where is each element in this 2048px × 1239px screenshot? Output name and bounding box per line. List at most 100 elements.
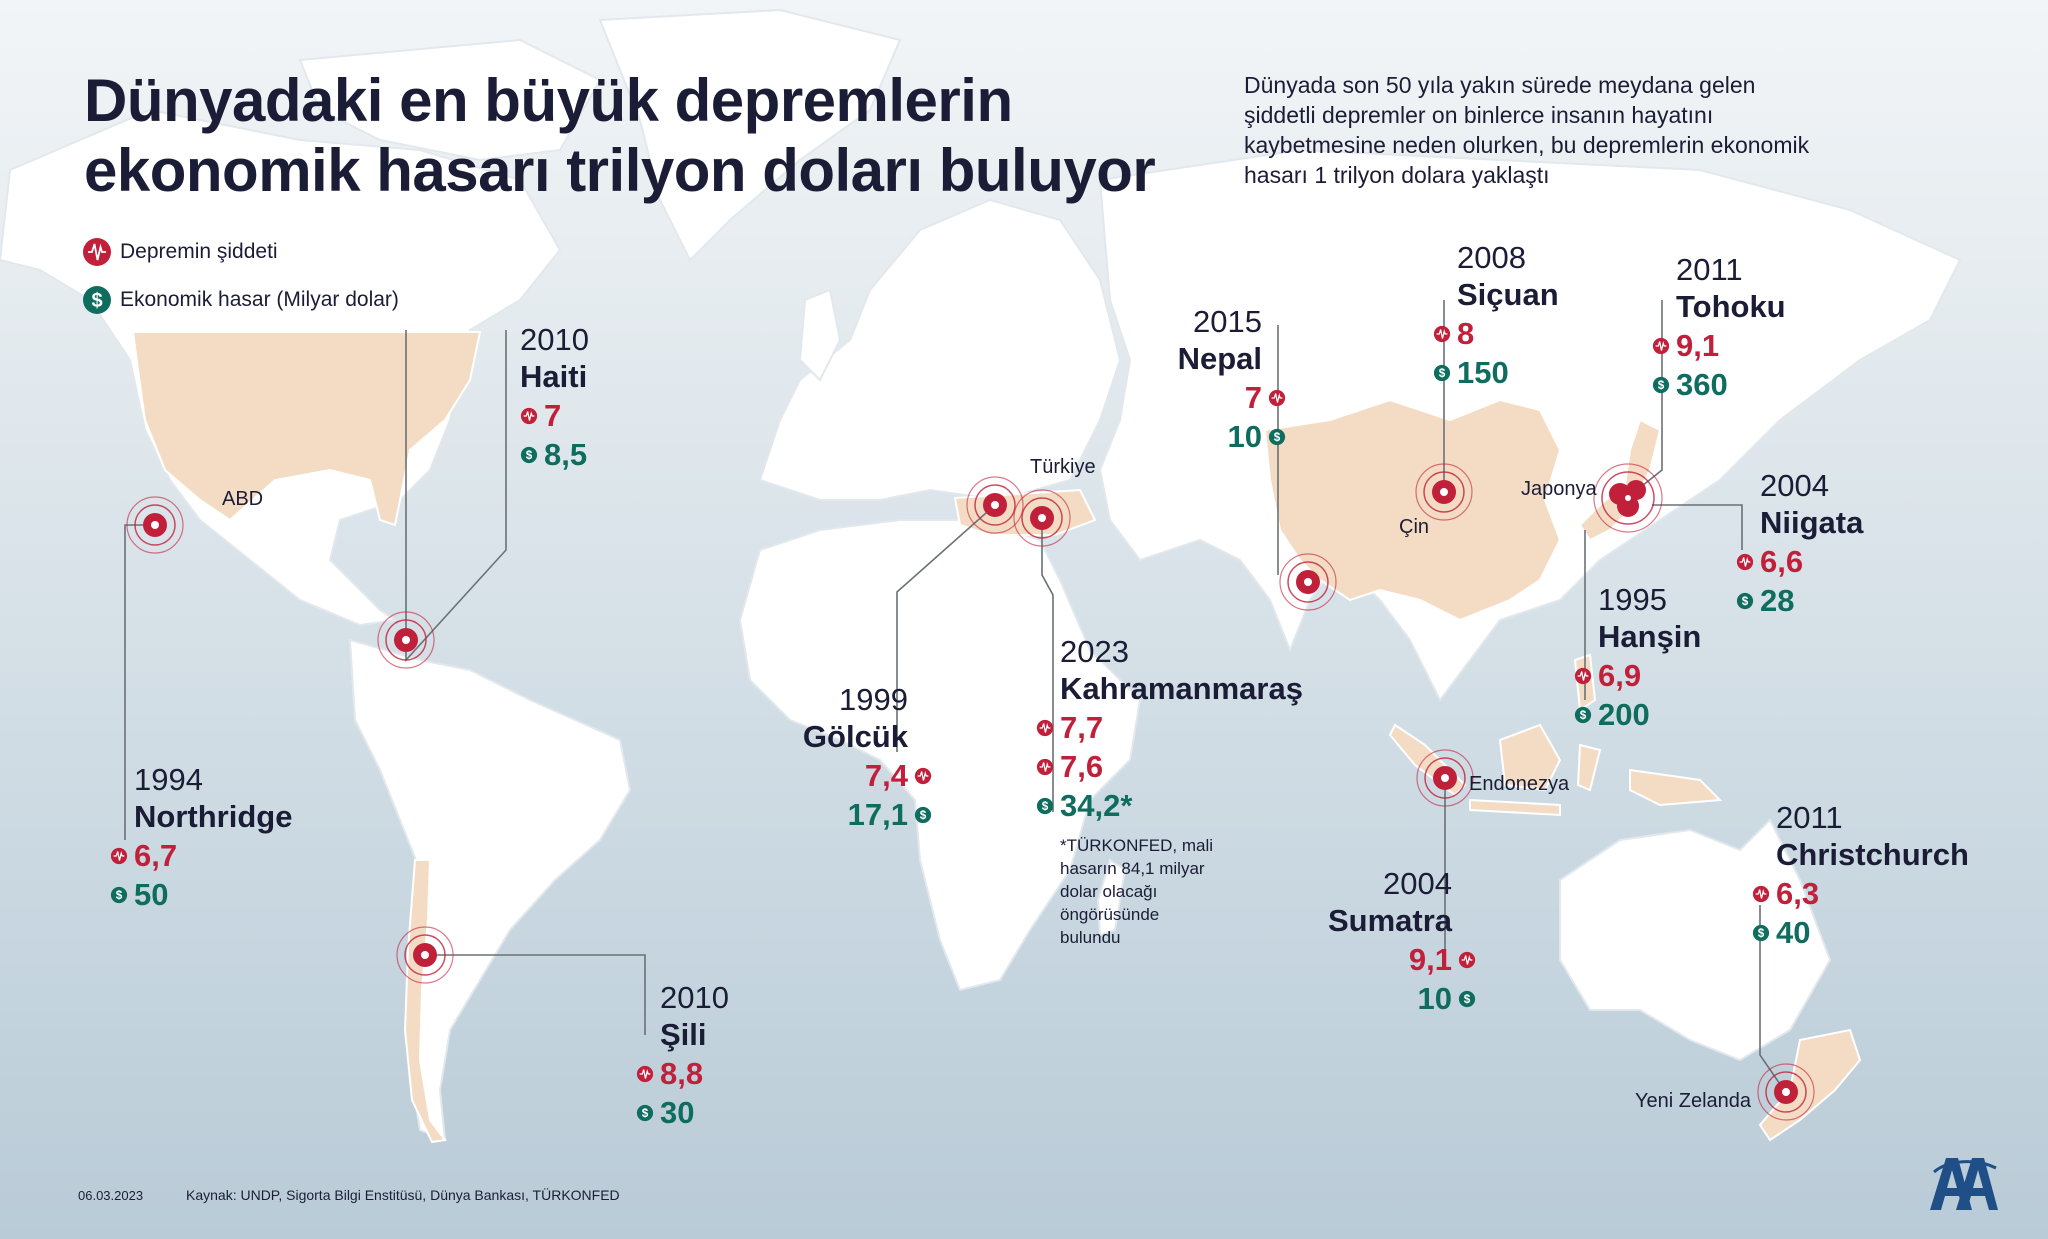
quake-year: 1999 (839, 682, 908, 717)
country-label-japan: Japonya (1521, 478, 1597, 500)
title-line-2: ekonomik hasarı trilyon doları buluyor (84, 137, 1156, 204)
quake-magnitude: 7 (1178, 382, 1286, 413)
quake-name: Siçuan (1457, 277, 1559, 312)
quake-damage-value: 10 (1417, 981, 1452, 1016)
quake-label-sumatra: 2004 Sumatra 9,1 10 (1327, 866, 1476, 1014)
footnote-line-3: dolar olacağı (1060, 882, 1158, 901)
quake-name: Hanşin (1598, 619, 1702, 654)
svg-text:$: $ (91, 290, 102, 312)
quake-magnitude-value: 8,8 (660, 1056, 704, 1091)
dollar-icon (1268, 428, 1286, 445)
quake-label-hansin: 1995 Hanşin 6,9 200 (1574, 582, 1702, 730)
dollar-icon (1433, 364, 1451, 381)
seismograph-icon (1458, 950, 1476, 969)
quake-label-nepal: 2015 Nepal 7 10 (1178, 304, 1286, 452)
quake-magnitude: 6,7 (110, 840, 292, 871)
uk-land (798, 288, 842, 382)
quake-name: Gölcük (802, 719, 908, 754)
quake-damage-value: 150 (1457, 355, 1509, 390)
dollar-icon (1752, 924, 1770, 941)
quake-magnitude-value: 6,6 (1760, 544, 1804, 579)
arctic-islands-land (298, 38, 602, 162)
quake-year: 1995 (1598, 582, 1667, 617)
seismograph-icon (1268, 388, 1286, 407)
quake-damage-value: 28 (1760, 583, 1795, 618)
quake-name: Niigata (1760, 505, 1864, 540)
legend-damage-label: Ekonomik hasar (Milyar dolar) (120, 288, 399, 311)
quake-year: 2015 (1193, 304, 1262, 339)
dollar-icon: $ (83, 286, 111, 314)
quake-damage-value: 50 (134, 877, 169, 912)
quake-magnitude-value: 6,7 (134, 838, 178, 873)
intro-line-4: hasarı 1 trilyon dolara yaklaştı (1244, 162, 1550, 188)
quake-magnitude-value: 7 (1244, 380, 1262, 415)
quake-damage: 10 (1328, 983, 1476, 1014)
quake-damage-value: 17,1 (847, 797, 908, 832)
aa-logo (1930, 1158, 1998, 1210)
footnote-line-2: hasarın 84,1 milyar (1060, 859, 1205, 878)
footnote-line-5: bulundu (1060, 928, 1121, 947)
quake-name: Tohoku (1676, 289, 1786, 324)
quake-label-tohoku: 2011 Tohoku 9,1 360 (1652, 252, 1786, 402)
usa-country (131, 331, 482, 527)
quake-damage: 10 (1178, 421, 1286, 452)
seismograph-icon (1652, 336, 1670, 355)
south-america-land (348, 638, 632, 1142)
quake-name: Christchurch (1776, 837, 1969, 872)
quake-damage: 50 (110, 879, 292, 910)
seismograph-icon (1433, 324, 1451, 343)
legend-damage: $ Ekonomik hasar (Milyar dolar) (82, 285, 399, 315)
madagascar-land (1096, 858, 1127, 937)
quake-label-kahramanmaras: 2023 Kahramanmaraş 7,7 7,6 34,2* (1036, 634, 1303, 821)
quake-magnitude-value: 7,4 (864, 758, 908, 793)
footnote-line-1: *TÜRKONFED, mali (1060, 836, 1214, 855)
borneo-island (1498, 723, 1562, 792)
seismograph-icon (520, 406, 538, 425)
leader-lines (124, 300, 1785, 1091)
greenland-land (598, 8, 902, 262)
dollar-icon (1652, 376, 1670, 393)
dollar-icon (520, 446, 538, 463)
quake-magnitude-value: 8 (1457, 316, 1475, 351)
quake-damage: 28 (1736, 585, 1863, 616)
epicenter-target-icon (966, 476, 1024, 534)
quake-magnitude: 8,8 (636, 1058, 729, 1089)
footnote: *TÜRKONFED, mali hasarın 84,1 milyar dol… (1060, 834, 1250, 949)
quake-label-christchurch: 2011 Christchurch 6,3 40 (1752, 802, 1969, 948)
quake-magnitude: 7,4 (803, 760, 932, 791)
quake-damage-value: 8,5 (544, 437, 588, 472)
quake-label-golcuk: 1999 Gölcük 7,4 17,1 (802, 682, 932, 832)
quake-year: 2010 (660, 980, 729, 1015)
japan-country (1578, 418, 1662, 542)
country-label-indonesia: Endonezya (1469, 773, 1570, 795)
quake-name: Sumatra (1327, 903, 1452, 938)
dollar-icon (1736, 592, 1754, 609)
quake-name: Şili (660, 1017, 707, 1052)
country-label-china: Çin (1399, 516, 1430, 538)
quake-name: Haiti (520, 359, 588, 394)
title-line-1: Dünyadaki en büyük depremlerin (84, 67, 1013, 134)
quake-year: 2023 (1060, 634, 1129, 669)
seismograph-icon (1574, 666, 1592, 685)
epicenter-target-icon (396, 926, 454, 984)
quake-year: 2008 (1457, 240, 1526, 275)
epicenter-target-icon (126, 496, 184, 554)
legend-magnitude-label: Depremin şiddeti (120, 240, 278, 263)
quake-damage: 34,2* (1036, 790, 1303, 821)
quake-magnitude: 6,9 (1574, 660, 1701, 691)
epicenter-target-icon (1416, 749, 1474, 807)
intro-text: Dünyada son 50 yıla yakın sürede meydana… (1244, 70, 1964, 190)
quake-year: 2004 (1383, 866, 1452, 901)
quake-damage: 30 (636, 1097, 729, 1128)
quake-damage-value: 30 (660, 1095, 695, 1130)
legend-magnitude: Depremin şiddeti (82, 237, 278, 267)
quake-magnitude-value: 9,1 (1408, 942, 1452, 977)
country-label-turkey: Türkiye (1030, 456, 1096, 478)
quake-year: 2011 (1676, 252, 1743, 287)
quake-year: 2010 (520, 322, 589, 357)
dollar-icon (636, 1104, 654, 1121)
quake-name: Kahramanmaraş (1060, 671, 1303, 706)
quake-magnitude: 9,1 (1328, 944, 1476, 975)
quake-damage-value: 360 (1676, 367, 1728, 402)
